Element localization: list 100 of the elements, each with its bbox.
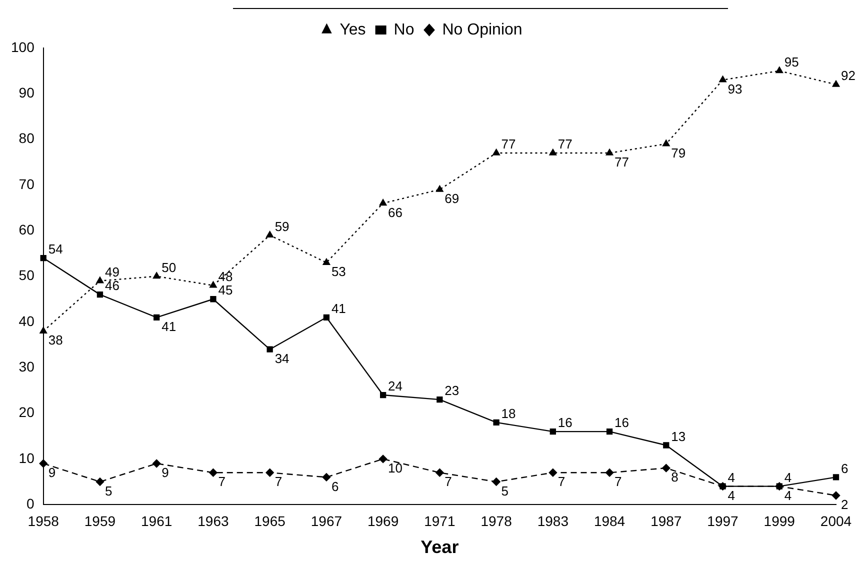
x-tick-label: 1987 [650,512,682,529]
data-label: 24 [388,378,403,394]
point [154,314,160,320]
y-tick-label: 20 [18,404,35,420]
data-label: 49 [104,264,120,280]
point [322,473,331,482]
point [436,396,443,403]
point [322,258,330,265]
point [550,428,556,435]
point [832,80,840,87]
data-label: 41 [331,300,346,316]
data-label: 7 [558,474,566,490]
legend-label: Yes [340,21,366,38]
data-label: 4 [784,470,792,485]
point [96,276,104,284]
y-tick-label: 100 [11,38,35,55]
data-label: 7 [444,474,452,490]
point [548,468,558,477]
data-label: 9 [162,465,169,480]
data-label: 4 [728,488,735,503]
point [663,442,670,448]
point [40,326,47,334]
point [832,491,840,500]
point [493,419,500,426]
point [662,464,670,472]
point [436,185,444,192]
data-label: 46 [104,278,120,294]
point [380,392,386,398]
x-tick-label: 1967 [310,512,342,529]
data-label: 6 [841,460,848,476]
x-tick-label: 1984 [594,512,626,529]
data-label: 16 [614,415,629,430]
point [96,291,104,298]
point [776,66,784,74]
point [152,459,161,468]
point [152,272,160,279]
point [323,314,330,320]
y-tick-label: 50 [18,267,35,284]
x-tick-label: 1997 [707,512,739,529]
data-label: 13 [671,428,686,444]
y-tick-label: 10 [18,450,35,466]
data-label: 66 [388,204,403,220]
point [96,478,104,486]
x-tick-label: 1958 [28,512,60,529]
data-label: 92 [841,68,856,84]
point [39,459,48,468]
y-tick-label: 60 [18,222,35,238]
y-tick-label: 30 [18,358,35,374]
x-tick-label: 1959 [84,512,116,529]
data-label: 77 [501,136,516,152]
data-label: 9 [48,465,56,480]
legend-label: No Opinion [442,21,522,38]
data-label: 5 [501,483,509,498]
x-tick-label: 2004 [820,512,852,529]
point [776,483,782,490]
point [720,483,726,490]
data-label: 5 [104,483,112,498]
y-tick-label: 70 [18,176,35,192]
point [719,76,726,82]
point [210,281,217,288]
x-tick-label: 1969 [367,512,399,529]
data-label: 77 [614,154,629,170]
data-label: 7 [274,474,282,490]
y-tick-label: 40 [18,312,35,329]
point [378,454,388,464]
point [605,468,614,477]
data-label: 2 [841,497,848,512]
data-label: 4 [784,488,792,503]
point [492,478,500,486]
data-label: 45 [218,282,233,298]
x-tick-label: 1978 [480,512,512,529]
data-label: 54 [48,242,63,257]
x-tick-label: 1999 [764,512,796,529]
data-label: 93 [728,82,742,97]
data-label: 16 [558,415,572,430]
y-tick-label: 80 [18,130,35,146]
data-label: 48 [218,269,233,284]
x-tick-label: 1983 [537,512,569,529]
x-tick-label: 1963 [198,512,229,529]
point [436,468,444,477]
data-label: 59 [274,218,290,234]
data-label: 7 [218,474,226,490]
y-tick-label: 0 [26,495,35,512]
data-label: 4 [728,470,735,485]
x-axis-title: Year [420,537,459,558]
point [832,474,840,480]
point [606,148,614,156]
data-label: 8 [671,470,678,485]
point [266,468,274,477]
data-label: 7 [614,474,622,490]
data-label: 10 [388,460,403,476]
point [492,148,500,156]
data-label: 18 [501,406,516,421]
data-label: 53 [331,264,346,280]
point [266,346,273,352]
x-tick-label: 1971 [424,512,456,529]
point [606,428,613,435]
data-label: 34 [274,350,290,366]
x-tick-label: 1965 [254,512,286,529]
data-label: 95 [784,54,799,70]
